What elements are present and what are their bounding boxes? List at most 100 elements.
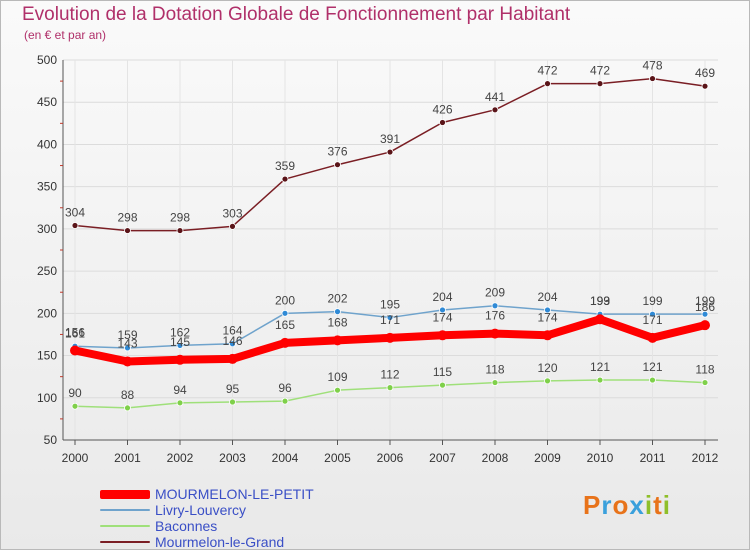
- logo-letter: o: [612, 490, 630, 520]
- y-tick-label: 100: [37, 391, 57, 405]
- data-label: 472: [537, 64, 557, 78]
- data-label: 186: [695, 300, 715, 314]
- data-label: 112: [380, 368, 399, 382]
- data-point: [71, 402, 79, 410]
- data-label: 209: [485, 286, 505, 300]
- data-point: [176, 342, 184, 349]
- data-label: 478: [642, 59, 662, 73]
- data-point: [229, 340, 236, 348]
- data-label: 204: [537, 290, 557, 304]
- data-label: 195: [380, 298, 400, 312]
- y-tick-label: 200: [37, 306, 57, 320]
- data-point: [701, 82, 709, 90]
- x-tick-label: 2000: [62, 451, 89, 465]
- logo-letter: i: [644, 490, 654, 520]
- data-point: [544, 306, 551, 314]
- legend-swatch: [100, 489, 150, 499]
- data-point: [542, 330, 553, 341]
- chart-subtitle: (en € et par an): [24, 28, 107, 42]
- data-label: 156: [65, 325, 85, 339]
- data-point: [701, 379, 709, 386]
- data-label: 174: [537, 310, 557, 324]
- data-label: 145: [170, 335, 190, 349]
- data-point: [175, 354, 185, 365]
- logo-letter: t: [653, 490, 663, 520]
- data-point: [71, 222, 79, 229]
- data-label: 162: [170, 325, 190, 339]
- legend-swatch: [100, 541, 150, 543]
- data-point: [491, 379, 499, 386]
- data-label: 204: [432, 290, 452, 304]
- data-label: 118: [695, 363, 714, 377]
- chart-title: Evolution de la Dotation Globale de Fonc…: [22, 4, 571, 25]
- data-point: [70, 345, 80, 356]
- data-point: [386, 148, 394, 156]
- series-group: [70, 75, 710, 412]
- logo-letter: i: [662, 490, 671, 520]
- data-label: 96: [278, 381, 292, 395]
- data-point: [386, 384, 394, 392]
- data-label: 88: [121, 388, 135, 402]
- data-point: [281, 397, 289, 405]
- data-point: [176, 227, 184, 234]
- data-point: [229, 398, 236, 406]
- data-label: 303: [222, 206, 242, 220]
- data-label: 120: [537, 361, 557, 375]
- logo-letter: x: [629, 490, 645, 520]
- data-label: 200: [275, 293, 295, 307]
- data-label: 95: [226, 382, 240, 396]
- y-tick-label: 400: [37, 137, 57, 151]
- logo-letter: r: [601, 490, 613, 520]
- data-point: [544, 377, 551, 385]
- data-point: [385, 332, 395, 343]
- data-point: [386, 314, 394, 321]
- data-label: 121: [642, 360, 662, 374]
- data-point: [281, 309, 289, 317]
- data-point: [649, 310, 656, 318]
- data-point: [491, 302, 499, 310]
- data-point: [227, 353, 238, 364]
- data-point: [229, 222, 236, 230]
- x-tick-label: 2001: [114, 451, 141, 465]
- data-point: [122, 356, 133, 367]
- data-label: 118: [485, 363, 504, 377]
- y-tick-label: 50: [44, 433, 58, 447]
- data-point: [439, 119, 446, 126]
- x-tick-label: 2006: [377, 451, 404, 465]
- data-point: [596, 80, 604, 88]
- data-labels: 304 298 298 303 359 376 391 426 441 472 472 478 469 1…: [65, 59, 715, 402]
- data-point: [124, 404, 131, 412]
- legend: MOURMELON-LE-PETIT Livry-Louvercy Baconn…: [100, 486, 314, 550]
- data-point: [439, 306, 446, 314]
- data-label: 199: [642, 294, 662, 308]
- data-point: [596, 376, 604, 384]
- x-tick-label: 2010: [587, 451, 614, 465]
- data-label: 304: [65, 206, 85, 220]
- legend-item-baconnes: Baconnes: [100, 518, 314, 534]
- data-point: [544, 80, 551, 88]
- data-label: 174: [432, 310, 452, 324]
- legend-swatch: [100, 509, 150, 511]
- data-point: [439, 381, 446, 389]
- y-tick-label: 300: [37, 222, 57, 236]
- data-label: 193: [590, 294, 610, 308]
- data-label: 426: [432, 102, 452, 116]
- x-tick-label: 2003: [219, 451, 246, 465]
- legend-item-mourmelon-le-petit: MOURMELON-LE-PETIT: [100, 486, 314, 502]
- legend-label: Livry-Louvercy: [155, 502, 247, 518]
- data-point: [332, 335, 343, 346]
- data-label: 161: [65, 326, 85, 340]
- data-label: 115: [433, 365, 452, 379]
- x-tick-label: 2011: [640, 451, 666, 465]
- data-label: 109: [327, 370, 347, 384]
- x-tick-label: 2008: [482, 451, 509, 465]
- data-label: 121: [590, 360, 610, 374]
- data-point: [281, 175, 289, 183]
- data-label: 165: [275, 318, 295, 332]
- legend-label: Baconnes: [155, 518, 218, 534]
- data-label: 472: [590, 64, 610, 78]
- data-label: 391: [380, 132, 400, 146]
- x-tick-label: 2004: [272, 451, 299, 465]
- x-tick-label: 2007: [429, 451, 456, 465]
